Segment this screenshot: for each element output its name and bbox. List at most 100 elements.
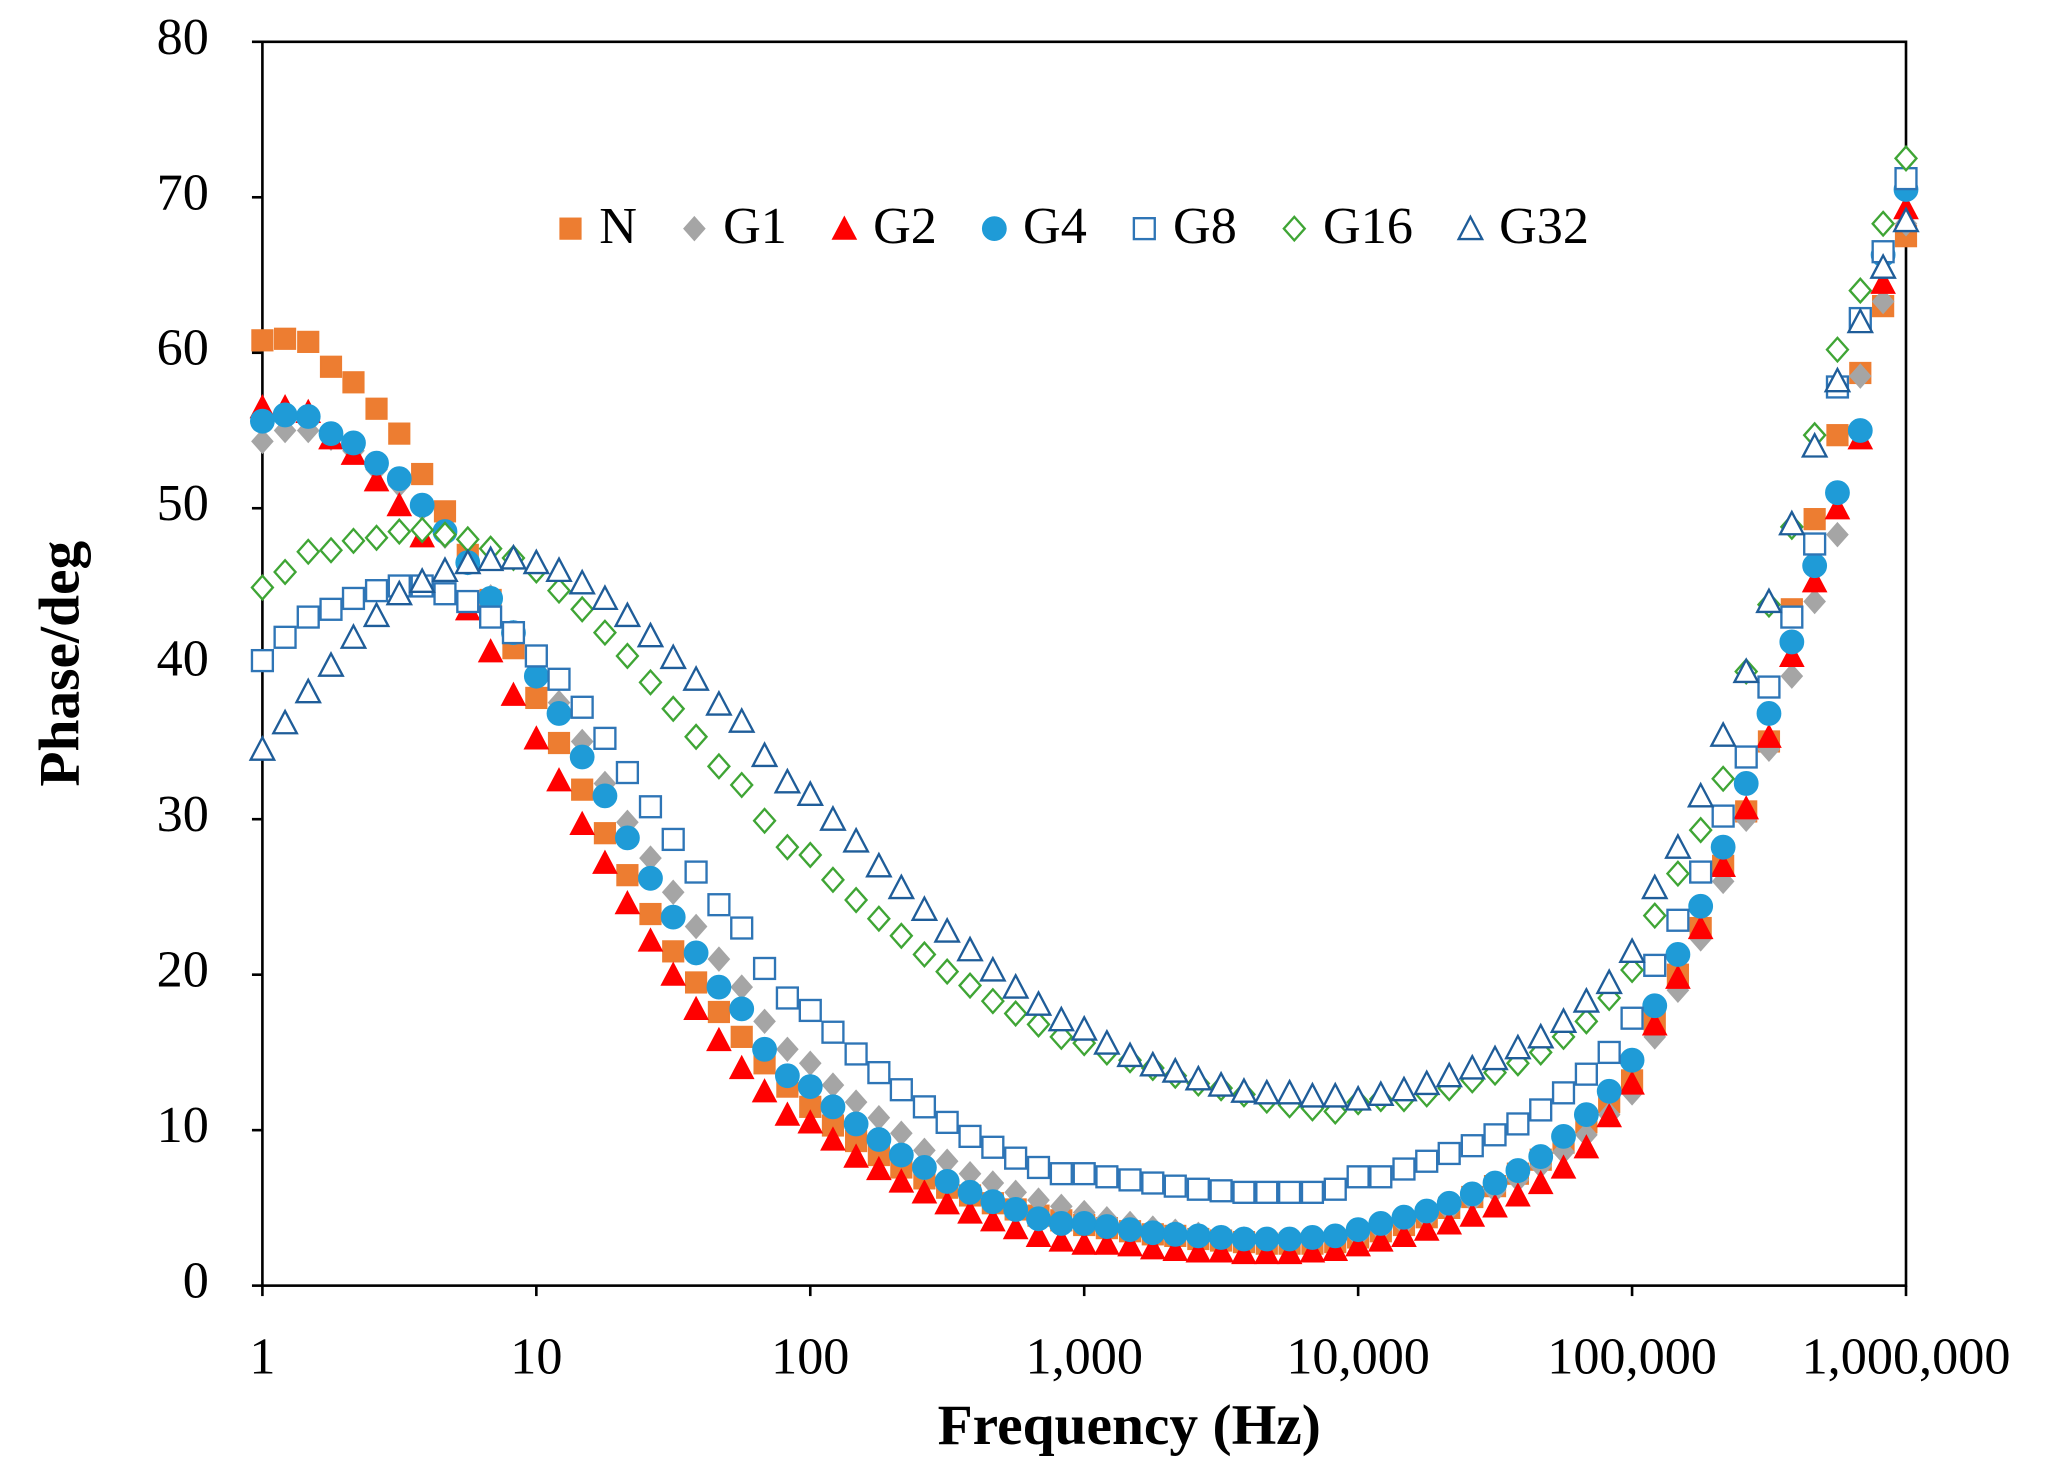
marker <box>796 780 824 806</box>
marker <box>1322 1223 1348 1249</box>
marker <box>525 686 548 710</box>
marker <box>797 1109 824 1134</box>
marker <box>1001 972 1030 999</box>
marker <box>1049 1162 1073 1186</box>
marker <box>1618 937 1646 963</box>
marker <box>638 668 663 696</box>
marker <box>638 865 663 891</box>
marker <box>524 644 548 668</box>
marker <box>411 462 434 486</box>
marker <box>615 642 640 670</box>
marker <box>798 1050 822 1077</box>
marker <box>546 767 572 792</box>
marker <box>410 516 435 544</box>
marker <box>523 725 550 750</box>
marker <box>570 595 595 623</box>
marker <box>409 492 435 518</box>
marker <box>1460 1134 1484 1158</box>
marker <box>1596 1103 1623 1128</box>
marker <box>1300 1180 1325 1204</box>
marker <box>1505 1182 1531 1207</box>
marker <box>1208 1225 1234 1250</box>
marker <box>820 1094 846 1120</box>
marker <box>545 556 573 583</box>
marker <box>1436 1190 1462 1216</box>
marker <box>500 681 527 706</box>
marker <box>865 851 893 878</box>
marker <box>728 1054 755 1080</box>
legend-label: G1 <box>723 197 787 255</box>
marker <box>980 1207 1006 1232</box>
marker <box>364 450 389 476</box>
marker <box>1597 1040 1621 1065</box>
marker <box>522 548 551 575</box>
x-axis-title: Frequency (Hz) <box>938 1394 1321 1457</box>
x-tick-label: 1,000,000 <box>1802 1327 2011 1385</box>
marker <box>1710 852 1736 877</box>
marker <box>1733 795 1760 820</box>
marker <box>867 1060 891 1085</box>
marker <box>751 1078 778 1103</box>
marker <box>1002 1214 1029 1240</box>
marker <box>798 998 822 1023</box>
x-tick-label: 1 <box>249 1327 275 1385</box>
marker <box>729 996 755 1022</box>
legend-marker <box>683 215 706 242</box>
marker <box>730 1025 753 1048</box>
marker <box>250 574 275 602</box>
y-tick-label: 20 <box>157 941 209 999</box>
marker <box>1253 1239 1280 1265</box>
marker <box>887 873 916 900</box>
marker <box>1095 1165 1119 1189</box>
marker <box>1780 605 1804 629</box>
marker <box>639 902 662 926</box>
marker <box>1803 588 1826 615</box>
marker <box>1778 509 1806 536</box>
y-tick-label: 30 <box>157 785 209 843</box>
marker <box>1026 1155 1051 1180</box>
marker <box>1778 642 1805 668</box>
marker <box>342 371 365 394</box>
marker <box>752 956 777 981</box>
marker <box>1071 1230 1098 1255</box>
marker <box>1186 1177 1210 1201</box>
marker <box>593 822 617 845</box>
marker <box>319 355 343 378</box>
marker <box>1093 1028 1121 1055</box>
marker <box>613 601 642 628</box>
marker <box>364 579 389 603</box>
marker <box>1346 1165 1370 1189</box>
marker <box>1141 1171 1165 1195</box>
marker <box>889 1078 913 1102</box>
marker <box>981 1135 1005 1159</box>
marker <box>1550 1154 1577 1179</box>
marker <box>843 1111 869 1137</box>
marker <box>730 916 754 940</box>
marker <box>842 826 870 853</box>
legend-marker <box>831 215 858 240</box>
marker <box>1277 1180 1302 1204</box>
marker <box>844 1089 868 1115</box>
legend-label: G8 <box>1173 197 1237 255</box>
marker <box>272 402 298 428</box>
marker <box>1665 942 1691 967</box>
marker <box>775 833 800 861</box>
marker <box>935 958 960 986</box>
marker <box>318 536 344 564</box>
marker <box>752 1036 777 1062</box>
marker <box>1277 1226 1302 1252</box>
x-tick-label: 100,000 <box>1547 1327 1717 1385</box>
marker <box>297 330 320 353</box>
marker <box>1871 288 1895 315</box>
marker <box>1231 1226 1257 1252</box>
series <box>251 225 1918 1255</box>
marker <box>546 701 572 726</box>
marker <box>1071 1211 1097 1236</box>
marker <box>456 589 480 614</box>
marker <box>569 744 595 770</box>
marker <box>819 804 847 831</box>
y-tick-label: 60 <box>157 319 209 377</box>
marker <box>1549 1007 1578 1033</box>
marker <box>1276 1239 1303 1265</box>
marker <box>980 1189 1006 1215</box>
